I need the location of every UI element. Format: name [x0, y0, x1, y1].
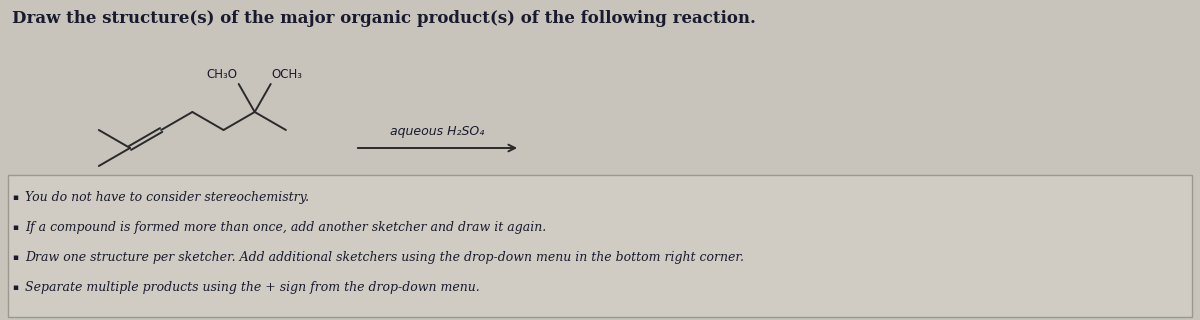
- Text: aqueous H₂SO₄: aqueous H₂SO₄: [390, 125, 485, 138]
- Text: Separate multiple products using the + sign from the drop-down menu.: Separate multiple products using the + s…: [25, 281, 480, 293]
- Text: Draw one structure per sketcher. Add additional sketchers using the drop-down me: Draw one structure per sketcher. Add add…: [25, 251, 744, 263]
- Text: Draw the structure(s) of the major organic product(s) of the following reaction.: Draw the structure(s) of the major organ…: [12, 10, 756, 27]
- Text: OCH₃: OCH₃: [271, 68, 302, 81]
- Text: ▪: ▪: [12, 283, 18, 292]
- Text: If a compound is formed more than once, add another sketcher and draw it again.: If a compound is formed more than once, …: [25, 220, 546, 234]
- Text: ▪: ▪: [12, 252, 18, 261]
- Text: You do not have to consider stereochemistry.: You do not have to consider stereochemis…: [25, 190, 310, 204]
- FancyBboxPatch shape: [8, 175, 1192, 317]
- Text: CH₃O: CH₃O: [206, 68, 238, 81]
- Text: ▪: ▪: [12, 193, 18, 202]
- Text: ▪: ▪: [12, 222, 18, 231]
